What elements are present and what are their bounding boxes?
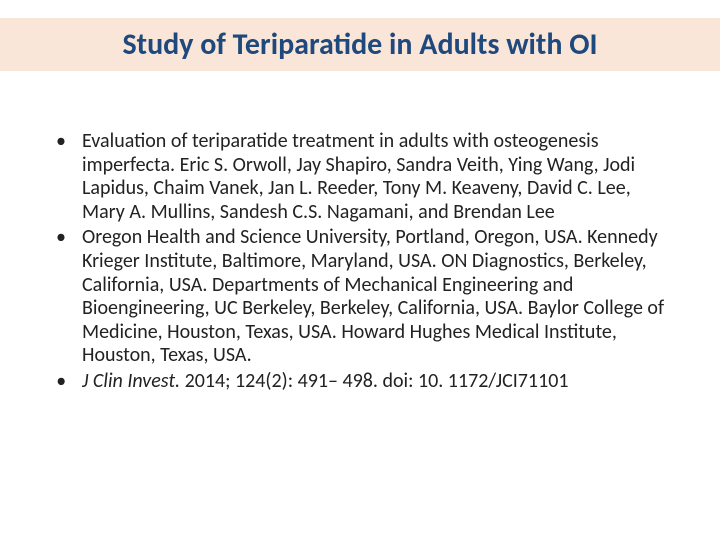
citation-rest: 2014; 124(2): 491– 498. doi: 10. 1172/JC… bbox=[180, 369, 568, 393]
bullet-text: Evaluation of teriparatide treatment in … bbox=[82, 129, 635, 224]
bullet-item-citation: J Clin Invest. 2014; 124(2): 491– 498. d… bbox=[48, 370, 672, 394]
slide-title: Study of Teriparatide in Adults with OI bbox=[0, 28, 720, 61]
bullet-item: Evaluation of teriparatide treatment in … bbox=[48, 130, 672, 224]
bullet-text: Oregon Health and Science University, Po… bbox=[82, 225, 664, 367]
title-band: Study of Teriparatide in Adults with OI bbox=[0, 18, 720, 71]
citation-journal: J Clin Invest. bbox=[82, 369, 180, 393]
bullet-list: Evaluation of teriparatide treatment in … bbox=[48, 130, 672, 394]
slide-content: Evaluation of teriparatide treatment in … bbox=[48, 130, 672, 396]
bullet-item: Oregon Health and Science University, Po… bbox=[48, 226, 672, 368]
